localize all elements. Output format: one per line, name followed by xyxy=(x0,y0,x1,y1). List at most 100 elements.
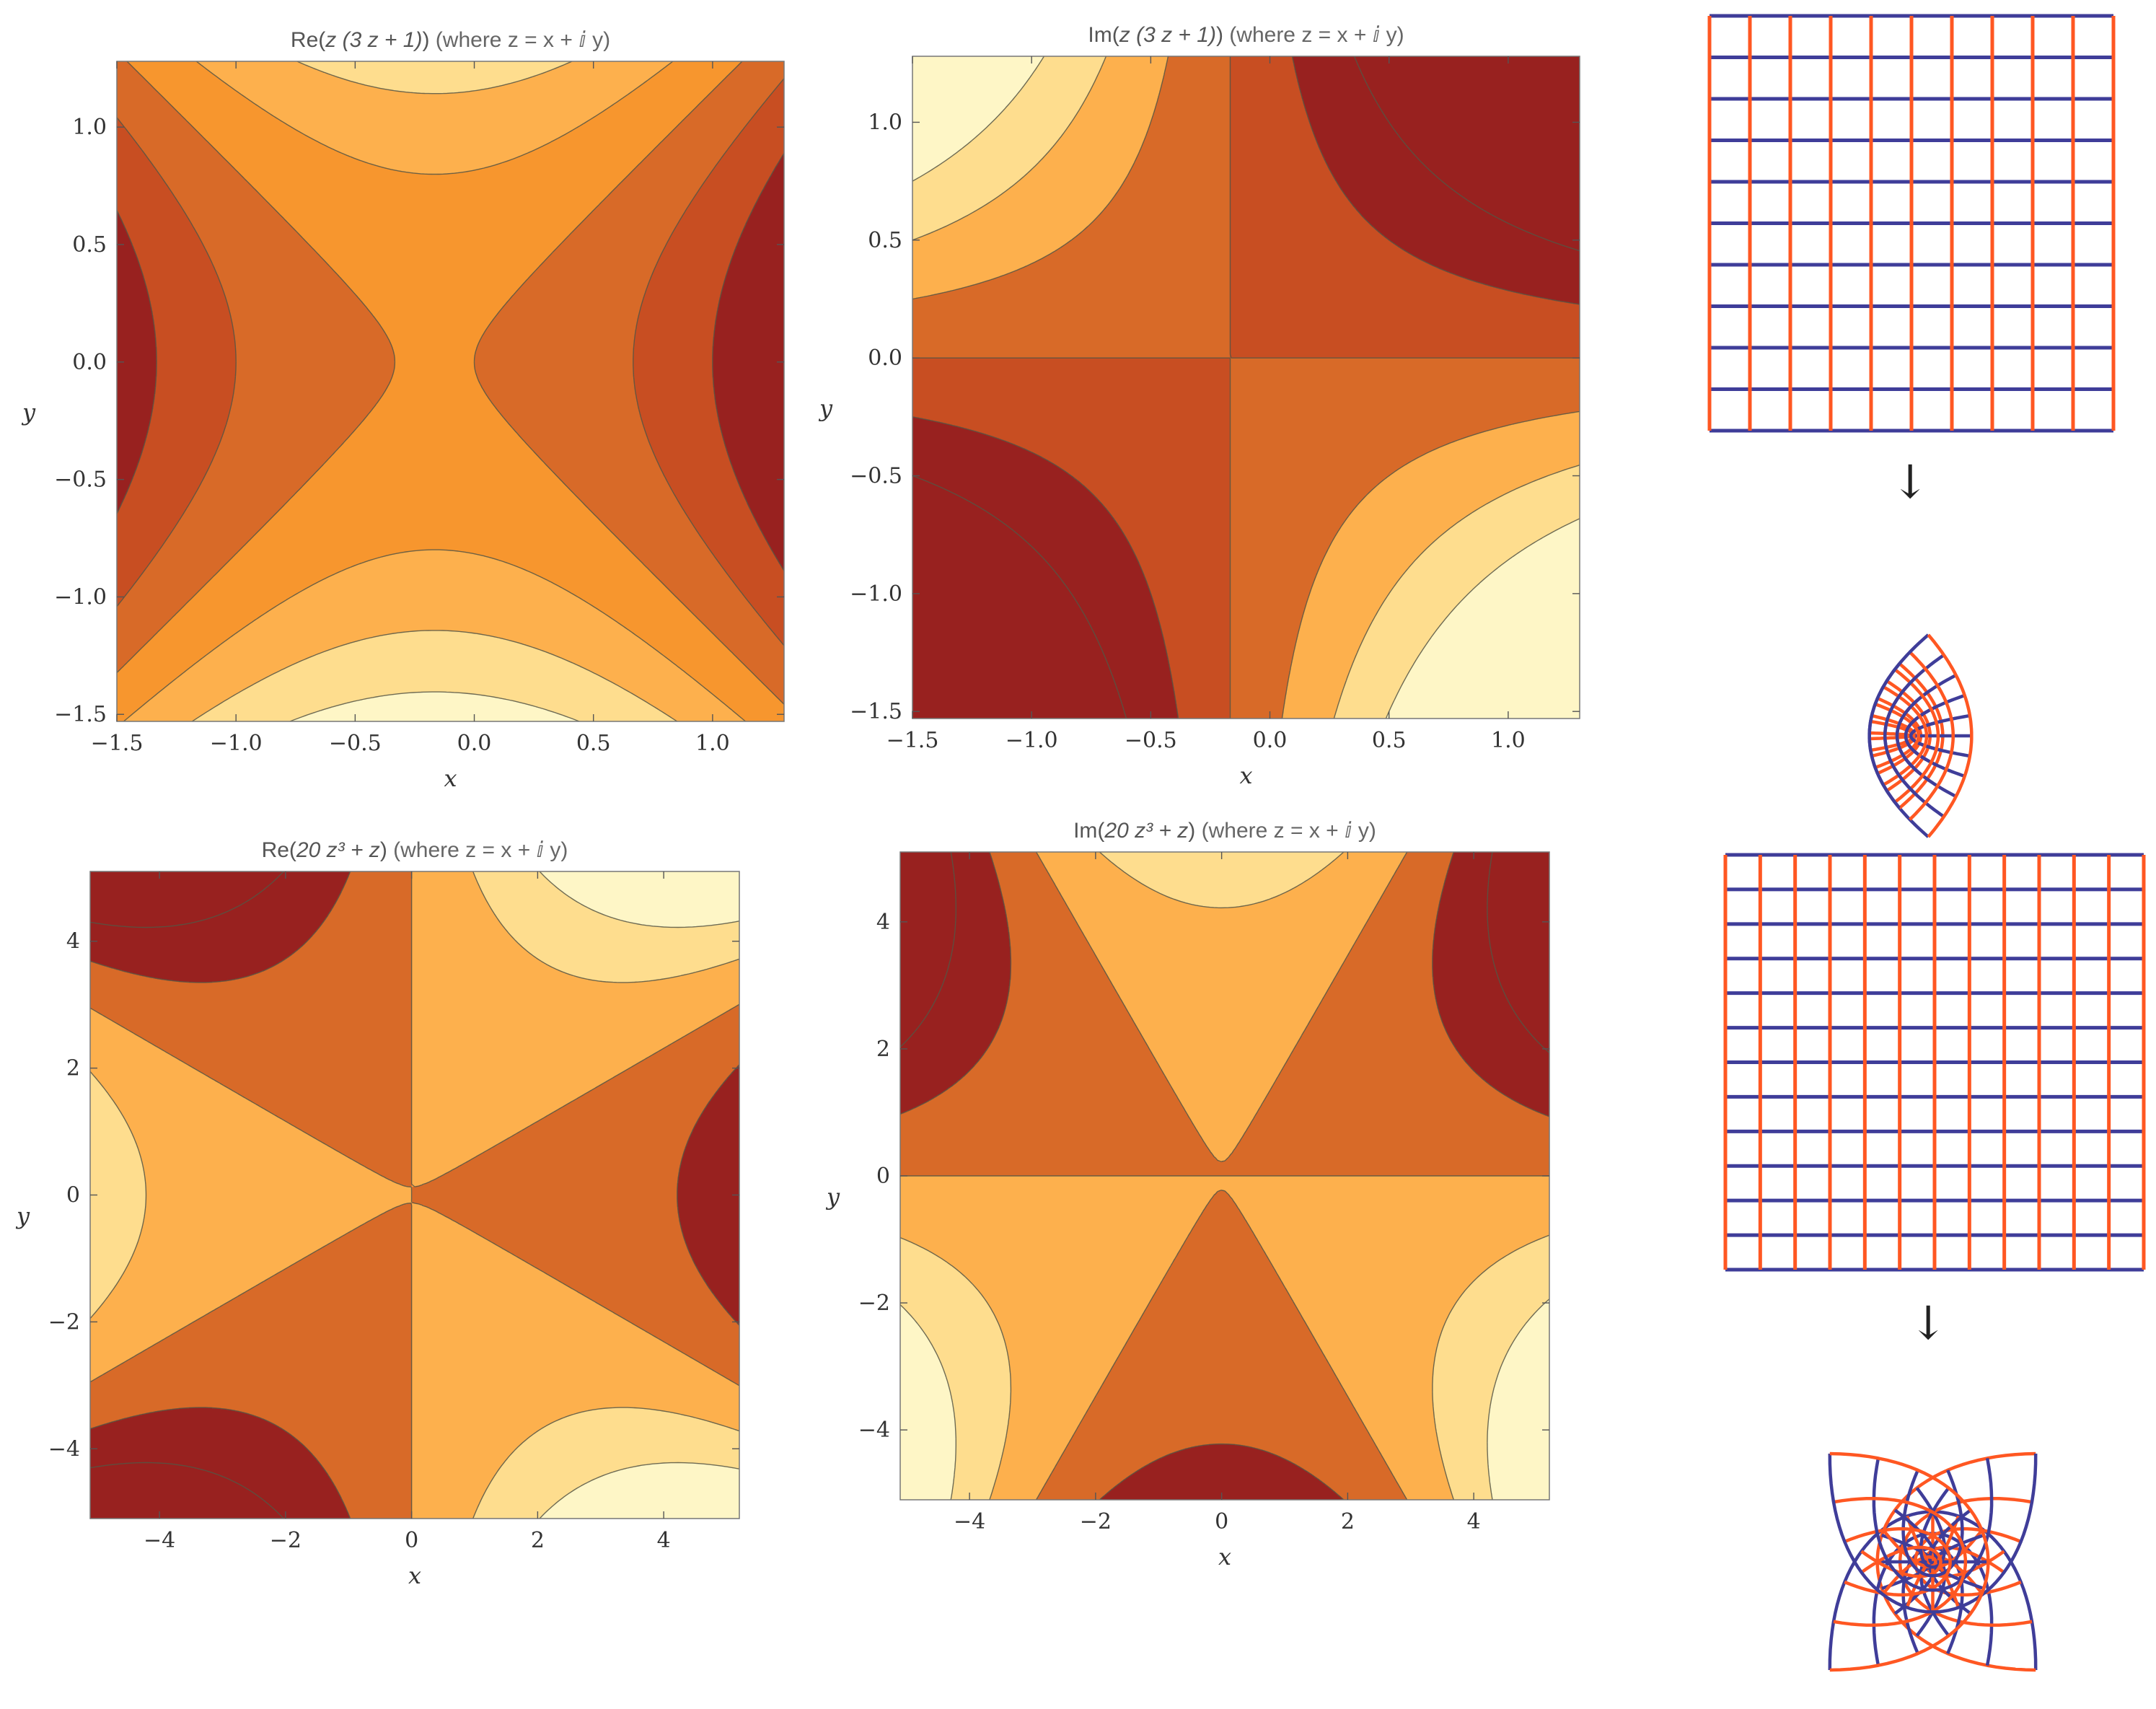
mapped-vertical-line xyxy=(1909,651,1955,821)
mapped-horizontal-line xyxy=(1909,713,1971,752)
y-tick-label: 0.0 xyxy=(868,346,902,371)
contour-fill xyxy=(912,56,1580,719)
x-tick-label: −2 xyxy=(1080,1509,1112,1534)
x-axis-label: x xyxy=(444,765,457,792)
y-tick-label: −1.0 xyxy=(54,584,107,610)
y-tick-label: 1.0 xyxy=(72,115,107,140)
contour-plot-im-z-3z-plus-1: −1.5 −1.0 −0.5 0.0 0.5 1.0 −1.5 −1.0 −0.5 0.0 0.5 1… xyxy=(818,23,1580,789)
contour-fill xyxy=(90,871,739,1519)
plot-title: Re(z (3 z + 1)) (where z = x + ⅈ y) xyxy=(291,28,610,52)
contour-lines xyxy=(899,851,1550,1501)
contour-line-level xyxy=(123,61,746,722)
mapped-horizontal-line xyxy=(1883,654,1945,795)
y-tick-label: 0.5 xyxy=(72,232,107,258)
y-tick-label: 2 xyxy=(66,1056,80,1081)
y-tick-label: −1.5 xyxy=(54,702,107,727)
y-tick-label: 0 xyxy=(876,1164,890,1189)
y-tick-label: −4 xyxy=(858,1418,890,1443)
mapped-vertical-line xyxy=(1833,1497,1968,1627)
mapped-image xyxy=(1867,633,1974,838)
mapped-vertical-line xyxy=(1829,1451,1990,1672)
x-tick-label: 0 xyxy=(1215,1509,1228,1534)
contour-line-level xyxy=(912,56,1580,719)
mapped-horizontal-line xyxy=(1895,674,1957,781)
source-grid xyxy=(1707,14,2116,433)
x-tick-label: −0.5 xyxy=(1125,728,1177,753)
x-tick-label: −4 xyxy=(954,1509,985,1534)
y-tick-label: −0.5 xyxy=(54,467,107,493)
y-axis-label: y xyxy=(21,399,36,426)
x-tick-label: 4 xyxy=(1467,1509,1481,1534)
x-tick-label: 1.0 xyxy=(695,731,730,756)
plot-frame xyxy=(912,56,1580,719)
y-tick-label: −0.5 xyxy=(850,464,902,489)
contour-lines xyxy=(912,56,1580,719)
contour-plot-re-20z3-plus-z: −4 −2 0 2 4 −4 −2 0 2 4 x y Re(20 z³ + z) (where z =… xyxy=(15,838,740,1589)
mapped-horizontal-line xyxy=(1828,1453,2038,1614)
contour-line-level xyxy=(89,871,740,1519)
x-tick-label: 0.5 xyxy=(576,731,611,756)
y-tick-label: 0.5 xyxy=(868,228,902,253)
source-grid xyxy=(1723,853,2146,1272)
contour-line-level xyxy=(899,851,1550,1501)
contour-line-level xyxy=(912,56,1580,719)
mapped-horizontal-line xyxy=(1872,1458,1994,1592)
contour-line-level xyxy=(912,56,1580,719)
contour-fill xyxy=(117,61,784,721)
mapped-horizontal-line xyxy=(1867,633,1930,809)
y-tick-label: −1.0 xyxy=(850,581,902,607)
contour-line-level xyxy=(899,1299,1550,1501)
contour-line-level xyxy=(539,871,740,1519)
contour-line-level xyxy=(899,851,1550,1053)
conformal-mapping-diagrams: ↓↓ xyxy=(1707,14,2146,1672)
contour-line-level xyxy=(912,56,1580,719)
plot-frame xyxy=(116,61,785,722)
contour-line-level xyxy=(89,871,740,1519)
contour-line-level xyxy=(899,851,1550,1501)
x-tick-label: −0.5 xyxy=(329,731,382,756)
contour-line-level xyxy=(116,153,785,571)
contour-plots: −1.5 −1.0 −0.5 0.0 0.5 1.0 −1.5 −1.0 −0.5 0.0 0.5 1… xyxy=(15,23,1580,1589)
contour-line-level xyxy=(89,871,284,1519)
mapping-z-3z-plus-1: ↓ xyxy=(1707,14,2116,838)
mapping-arrow: ↓ xyxy=(1909,1297,1948,1350)
x-tick-label: −1.0 xyxy=(1006,728,1058,753)
contour-line-level xyxy=(912,56,1580,719)
plot-title: Im(z (3 z + 1)) (where z = x + ⅈ y) xyxy=(1088,23,1404,47)
x-tick-label: −2 xyxy=(270,1528,302,1553)
x-tick-label: −4 xyxy=(144,1528,175,1553)
mapped-vertical-line xyxy=(1874,702,1920,770)
contour-plot-im-20z3-plus-z: −4 −2 0 2 4 −4 −2 0 2 4 x y Im(20 z³ + z) (where z =… xyxy=(825,819,1550,1570)
plot-title: Im(20 z³ + z) (where z = x + ⅈ y) xyxy=(1073,819,1376,843)
x-tick-label: 1.0 xyxy=(1491,728,1526,753)
x-tick-label: 0.0 xyxy=(457,731,492,756)
x-axis-label: x xyxy=(1218,1543,1231,1570)
mapped-vertical-line xyxy=(1844,1526,1952,1597)
mapping-20z3-plus-z: ↓ xyxy=(1723,853,2146,1672)
contour-line-level xyxy=(900,851,1549,1501)
y-tick-label: 0 xyxy=(66,1183,80,1208)
y-tick-label: −2 xyxy=(858,1291,890,1316)
contour-lines xyxy=(89,871,740,1519)
x-tick-label: 0.5 xyxy=(1372,728,1407,753)
mapped-vertical-line xyxy=(1893,668,1940,804)
mapping-arrow: ↓ xyxy=(1891,456,1930,509)
mapped-horizontal-line xyxy=(1904,693,1966,767)
mapped-vertical-line xyxy=(1927,633,1974,838)
y-tick-label: 2 xyxy=(876,1037,890,1062)
x-tick-label: 4 xyxy=(657,1528,671,1553)
y-tick-label: 4 xyxy=(876,910,890,935)
y-axis-label: y xyxy=(825,1183,840,1211)
x-tick-label: 0 xyxy=(405,1528,418,1553)
x-tick-label: −1.5 xyxy=(886,728,939,753)
mapped-vertical-line xyxy=(1882,685,1929,786)
plot-title: Re(20 z³ + z) (where z = x + ⅈ y) xyxy=(262,838,568,862)
contour-line-level xyxy=(912,56,1580,719)
x-axis-label: x xyxy=(1239,762,1252,789)
y-tick-label: −1.5 xyxy=(850,699,902,724)
y-tick-label: −4 xyxy=(48,1436,80,1462)
x-tick-label: −1.5 xyxy=(91,731,144,756)
contour-line-level xyxy=(289,691,580,722)
y-tick-label: 0.0 xyxy=(72,350,107,375)
